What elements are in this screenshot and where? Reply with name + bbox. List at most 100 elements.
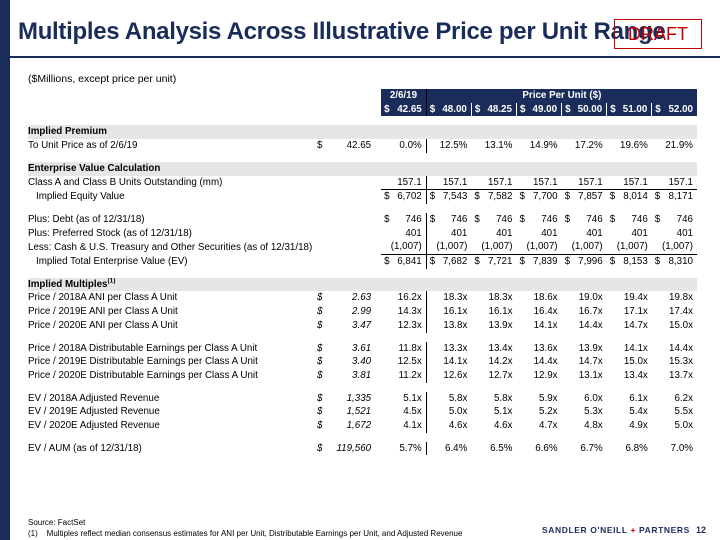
footnote: (1) Multiples reflect median consensus e… xyxy=(28,529,462,538)
value-wrap: 401 xyxy=(562,227,607,241)
value-currency xyxy=(471,405,474,419)
value-cell: (1,007) xyxy=(471,240,517,256)
value-number: 13.1x xyxy=(578,369,603,381)
ref-value xyxy=(335,176,375,190)
value-cell: 13.4x xyxy=(471,342,516,356)
row-ani18: Price / 2018A ANI per Class A Unit $2.63 1… xyxy=(28,291,697,306)
value-number: 5.5x xyxy=(674,406,693,418)
value-currency xyxy=(381,355,384,369)
value-number: 16.4x xyxy=(533,306,558,318)
value-number: 13.7x xyxy=(669,369,693,381)
value-cell: 13.8x xyxy=(426,319,471,333)
value-currency xyxy=(652,240,655,254)
value-cell: $7,721 xyxy=(471,255,516,269)
value-currency xyxy=(652,319,655,333)
value-number: 14.4x xyxy=(533,356,558,368)
value-cell: $7,543 xyxy=(426,190,471,204)
value-wrap: 6.5% xyxy=(471,442,516,456)
value-number: 6.4% xyxy=(445,442,468,454)
header-row-2: $42.65 $48.00 $48.25 $49.00 $50.00 $51.00 $52.… xyxy=(28,102,697,117)
value-cell: (1,007) xyxy=(651,240,697,256)
value-cell: 4.7x xyxy=(516,419,561,433)
value-currency xyxy=(562,342,565,356)
value-cell: 12.7x xyxy=(471,369,516,383)
header-gap xyxy=(375,89,382,103)
row-equity: Implied Equity Value $6,702 $7,543 $7,582 $7… xyxy=(28,189,697,204)
value-number: 14.7x xyxy=(623,319,648,331)
value-cell: 12.5% xyxy=(426,139,471,153)
value-cell: 157.1 xyxy=(561,175,607,191)
row-preferred: Plus: Preferred Stock (as of 12/31/18) 40… xyxy=(28,226,697,241)
value-wrap: 401 xyxy=(427,227,472,241)
value-currency xyxy=(607,369,610,383)
page-title: Multiples Analysis Across Illustrative P… xyxy=(18,18,666,45)
price-currency: $ xyxy=(610,103,616,115)
value-wrap: $746 xyxy=(516,213,561,227)
value-currency xyxy=(562,227,565,241)
value-number: 19.8x xyxy=(669,292,693,304)
value-number: 15.0x xyxy=(623,356,648,368)
value-cell: 6.2x xyxy=(652,392,697,406)
value-number: 746 xyxy=(586,213,603,225)
ref-currency: $ xyxy=(316,140,323,152)
value-currency xyxy=(427,355,430,369)
value-currency xyxy=(562,405,565,419)
row-label: Less: Cash & U.S. Treasury and Other Sec… xyxy=(28,241,313,253)
value-number: 6.0x xyxy=(584,392,603,404)
ref-value xyxy=(335,190,375,204)
price-header-cell: $42.65 xyxy=(381,102,427,117)
value-wrap: 5.9x xyxy=(516,392,561,406)
value-number: 5.0x xyxy=(674,420,693,432)
value-currency: $ xyxy=(384,213,390,225)
row-label: Price / 2020E ANI per Class A Unit xyxy=(28,319,178,331)
value-currency: $ xyxy=(519,213,525,225)
value-wrap: 5.8x xyxy=(471,392,516,406)
value-number: 12.9x xyxy=(533,369,558,381)
row-label: Plus: Debt (as of 12/31/18) xyxy=(28,213,145,225)
value-wrap: 401 xyxy=(471,227,516,241)
value-wrap: 157.1 xyxy=(652,176,697,190)
value-wrap: 6.4% xyxy=(427,442,472,456)
value-cell: 18.3x xyxy=(471,291,516,305)
ref-currency xyxy=(313,176,335,190)
value-wrap: $8,153 xyxy=(607,255,652,269)
value-cell: 16.1x xyxy=(426,305,471,319)
value-number: 13.8x xyxy=(443,319,468,331)
section-title: Implied Multiples(1) xyxy=(28,278,697,292)
value-number: 16.2x xyxy=(397,292,422,304)
value-currency xyxy=(427,291,430,305)
value-cell: 16.2x xyxy=(381,291,427,306)
value-cell: 4.6x xyxy=(426,419,471,433)
ref-currency: $ xyxy=(316,442,323,454)
row-premium: To Unit Price as of 2/6/19 $42.65 0.0% 12.5… xyxy=(28,139,697,153)
section-title-text: Enterprise Value Calculation xyxy=(28,162,161,174)
value-wrap: $6,841 xyxy=(381,255,426,269)
value-cell: $746 xyxy=(562,213,607,227)
value-number: 12.7x xyxy=(488,369,513,381)
value-number: 7,700 xyxy=(533,191,558,203)
value-currency xyxy=(516,392,519,406)
value-number: (1,007) xyxy=(616,241,648,253)
value-number: 157.1 xyxy=(487,176,513,188)
value-number: 14.4x xyxy=(669,342,693,354)
value-wrap: 401 xyxy=(381,227,426,241)
ref-currency xyxy=(313,190,335,204)
value-number: 7.0% xyxy=(670,442,693,454)
value-cell: 401 xyxy=(426,227,471,241)
value-wrap: $8,171 xyxy=(652,190,697,204)
ref-currency: $ xyxy=(316,420,323,432)
value-cell: 6.6% xyxy=(516,442,561,456)
value-cell: 4.6x xyxy=(471,419,516,433)
ref-value xyxy=(335,227,375,241)
value-cell: 6.5% xyxy=(471,442,516,456)
spacer-cell xyxy=(28,116,697,125)
value-number: 746 xyxy=(631,213,648,225)
value-cell: 6.8% xyxy=(607,442,652,456)
value-cell: 13.4x xyxy=(607,369,652,383)
value-number: 21.9% xyxy=(665,140,693,152)
value-cell: (1,007) xyxy=(516,240,562,256)
value-currency xyxy=(652,291,655,305)
value-wrap: 19.6% xyxy=(607,139,652,153)
value-number: 157.1 xyxy=(397,176,422,188)
value-number: 16.1x xyxy=(443,306,468,318)
